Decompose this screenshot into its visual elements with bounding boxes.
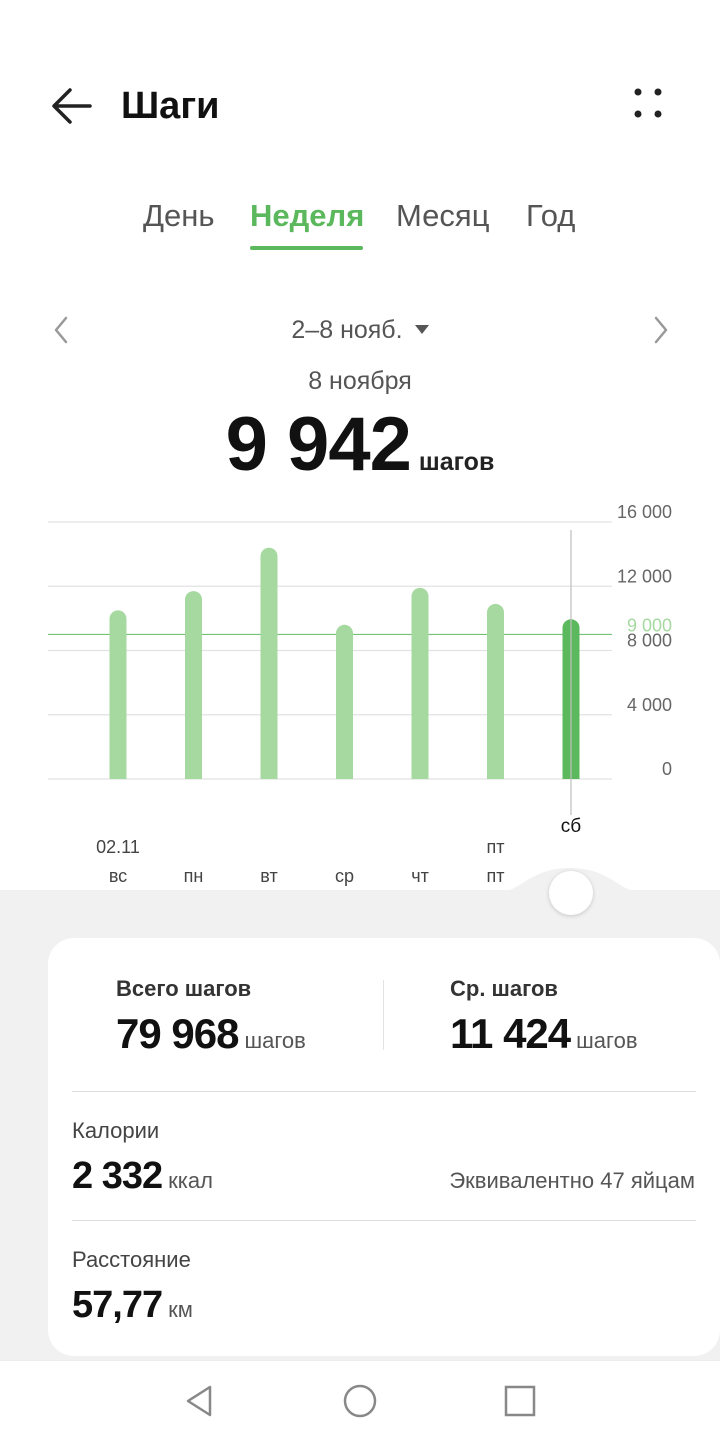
active-tab-indicator <box>250 246 363 250</box>
stats-card <box>48 938 720 1356</box>
caret-down-icon <box>414 324 429 334</box>
total-steps: 79 968 шагов <box>116 1006 306 1072</box>
y-tick-label: 16 000 <box>617 502 672 522</box>
chart-bar <box>109 610 127 779</box>
calories-unit: ккал <box>168 1168 213 1193</box>
selected-steps-value: 9 942 <box>225 402 412 487</box>
nav-back-button[interactable] <box>180 1381 220 1421</box>
card-notch <box>0 868 720 892</box>
y-tick-label: 12 000 <box>617 566 672 586</box>
date-range-selector[interactable]: 2–8 нояб. <box>230 308 490 352</box>
calories: 2 332 ккал <box>72 1148 213 1212</box>
date-range-label: 2–8 нояб. <box>291 316 403 344</box>
stats-divider <box>383 980 384 1050</box>
avg-steps: 11 424 шагов <box>450 1006 638 1072</box>
period-tabs: День Неделя Месяц Год <box>0 190 720 250</box>
calories-equivalent: Эквивалентно 47 яйцам <box>449 1168 695 1193</box>
avg-steps-value: 11 424 <box>450 1010 571 1057</box>
tab-week[interactable]: Неделя <box>250 198 365 233</box>
x-tick-label: вс <box>109 866 127 886</box>
x-tick-label: ср <box>335 866 354 886</box>
chart-bar <box>260 547 278 779</box>
x-tick-label: вт <box>260 866 277 886</box>
chart-bar <box>185 591 202 779</box>
dots-grid-icon <box>634 88 662 118</box>
selected-day-label: сб <box>561 816 582 837</box>
back-button[interactable] <box>44 78 100 134</box>
x-date-label: пт <box>487 837 505 857</box>
weekly-steps-chart[interactable]: 0 4 000 8 000 12 000 16 000 9 000 сб вс пн вт ср чт… <box>0 490 720 890</box>
chevron-right-icon <box>654 316 668 344</box>
chevron-left-icon <box>54 316 68 344</box>
selected-steps: 9 942 шагов <box>0 400 720 511</box>
divider <box>72 1220 696 1221</box>
next-week-button[interactable] <box>642 308 678 352</box>
more-options-button[interactable] <box>620 78 676 134</box>
circle-home-icon <box>343 1384 377 1418</box>
tab-day[interactable]: День <box>143 198 215 233</box>
nav-recents-button[interactable] <box>500 1381 540 1421</box>
tab-year[interactable]: Год <box>526 198 576 233</box>
distance: 57,77 км <box>72 1277 193 1341</box>
x-tick-label: пт <box>487 866 505 886</box>
distance-unit: км <box>168 1297 193 1322</box>
x-date-label: 02.11 <box>96 837 140 857</box>
system-navigation-bar <box>0 1360 720 1441</box>
total-steps-unit: шагов <box>244 1028 306 1053</box>
previous-week-button[interactable] <box>44 308 80 352</box>
distance-label: Расстояние <box>72 1247 191 1272</box>
divider <box>72 1091 696 1092</box>
nav-home-button[interactable] <box>340 1381 380 1421</box>
x-tick-label: пн <box>184 866 204 886</box>
total-steps-label: Всего шагов <box>116 976 252 1001</box>
y-tick-label: 0 <box>662 759 672 779</box>
arrow-left-icon <box>52 88 92 124</box>
calories-label: Калории <box>72 1118 160 1143</box>
page-title: Шаги <box>121 85 220 127</box>
triangle-back-icon <box>186 1385 212 1417</box>
distance-value: 57,77 <box>72 1284 163 1326</box>
chart-bar <box>336 624 353 779</box>
selected-date: 8 ноября <box>308 367 412 395</box>
square-recents-icon <box>504 1385 536 1417</box>
tab-month[interactable]: Месяц <box>396 198 490 233</box>
chart-bar <box>487 603 504 779</box>
chart-bar <box>411 587 429 779</box>
avg-steps-label: Ср. шагов <box>450 976 558 1001</box>
target-label: 9 000 <box>627 615 672 635</box>
avg-steps-unit: шагов <box>576 1028 638 1053</box>
total-steps-value: 79 968 <box>116 1010 239 1057</box>
chart-scrub-handle[interactable] <box>549 871 593 915</box>
y-tick-label: 4 000 <box>627 695 672 715</box>
y-tick-label: 8 000 <box>627 631 672 651</box>
selected-steps-unit: шагов <box>418 448 495 476</box>
calories-value: 2 332 <box>72 1155 163 1197</box>
x-tick-label: чт <box>411 866 429 886</box>
